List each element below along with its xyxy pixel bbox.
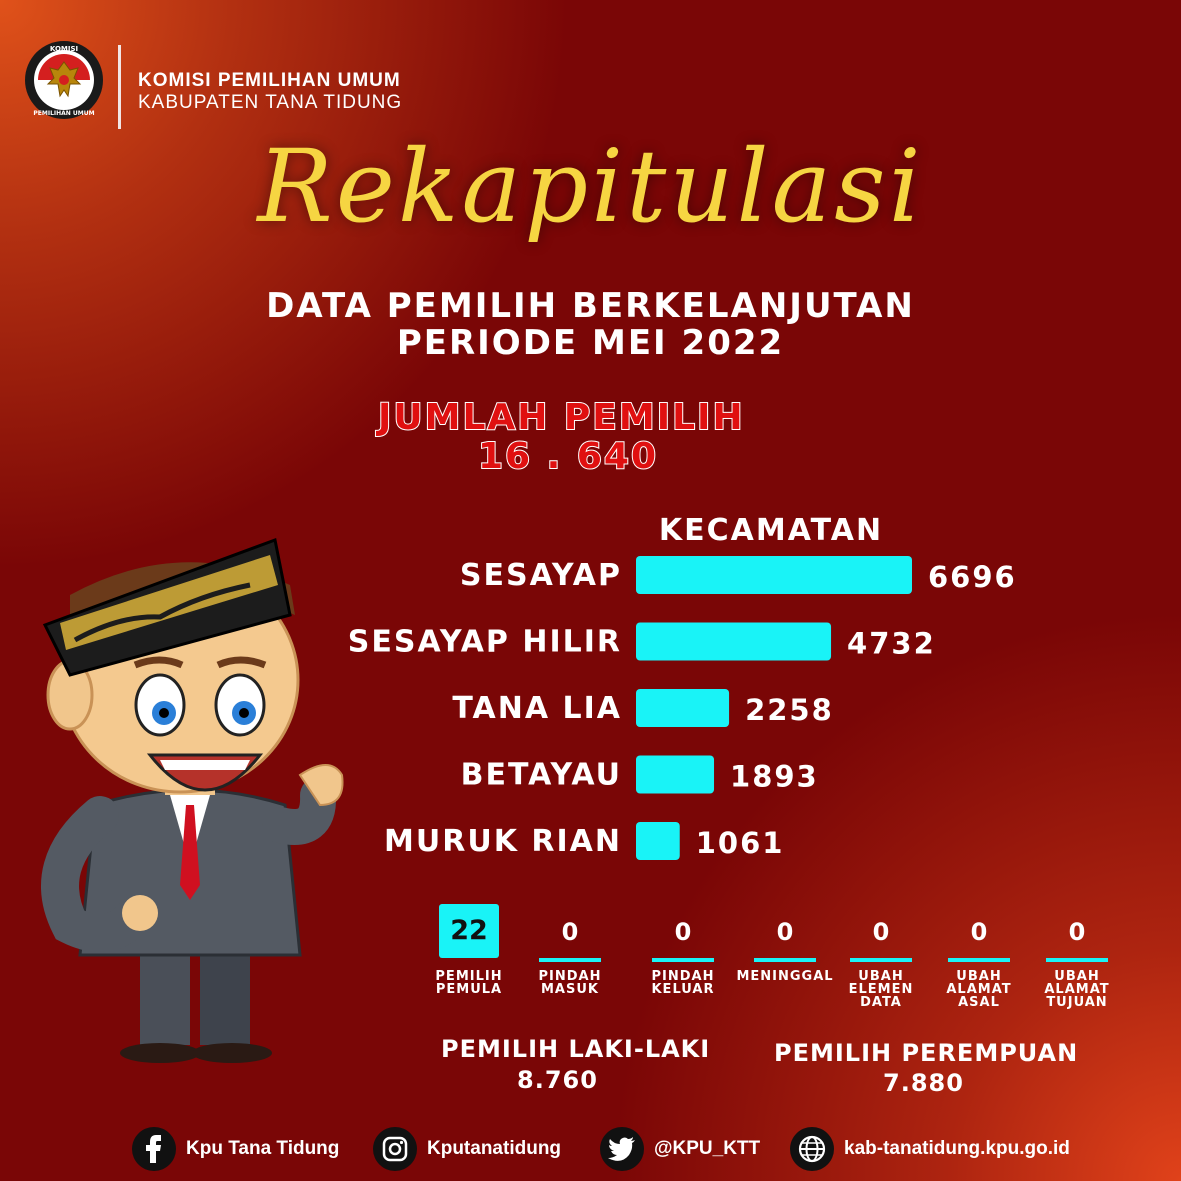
instagram-icon <box>373 1127 417 1171</box>
facebook-icon <box>132 1127 176 1171</box>
bar-value-label: 6696 <box>928 560 1017 594</box>
bar-value-label: 4732 <box>847 627 936 661</box>
male-voters-label: PEMILIH LAKI-LAKI <box>441 1035 711 1063</box>
footer-instagram[interactable]: Kputanatidung <box>373 1126 561 1172</box>
stat-label: MENINGGAL <box>736 969 834 984</box>
stat-label: PINDAH KELUAR <box>651 969 715 997</box>
globe-icon <box>790 1127 834 1171</box>
subtitle-line2: PERIODE MEI 2022 <box>396 323 785 363</box>
org-name-line1: KOMISI PEMILIHAN UMUM <box>138 70 401 91</box>
mascot-illustration <box>41 537 344 1063</box>
stat-label: UBAH ELEMEN DATA <box>848 969 914 1010</box>
total-voters-value: 16 . 640 <box>477 435 658 478</box>
stat-label: UBAH ALAMAT ASAL <box>946 969 1012 1010</box>
total-voters-label: JUMLAH PEMILIH <box>377 396 745 439</box>
stat-value: 0 <box>674 918 692 946</box>
female-voters-label: PEMILIH PEREMPUAN <box>774 1039 1079 1067</box>
bar-category-label: MURUK RIAN <box>384 824 622 859</box>
stat-value: 0 <box>776 918 794 946</box>
stat-underline <box>539 958 601 962</box>
stat-value: 0 <box>561 918 579 946</box>
stat-label: UBAH ALAMAT TUJUAN <box>1044 969 1110 1010</box>
bar-value-label: 1061 <box>696 826 785 860</box>
org-name-line2: KABUPATEN TANA TIDUNG <box>138 92 403 113</box>
kpu-logo: KOMISI PEMILIHAN UMUM <box>25 41 103 119</box>
footer-facebook[interactable]: Kpu Tana Tidung <box>132 1126 339 1172</box>
female-voters-value: 7.880 <box>883 1069 964 1097</box>
bar-value-label: 2258 <box>745 693 834 727</box>
stat-value: 0 <box>1068 918 1086 946</box>
stat-underline <box>652 958 714 962</box>
bar-category-label: BETAYAU <box>461 758 622 793</box>
footer-twitter[interactable]: @KPU_KTT <box>600 1126 760 1172</box>
twitter-icon <box>600 1127 644 1171</box>
bar <box>636 622 832 661</box>
footer-instagram-text: Kputanatidung <box>427 1138 562 1159</box>
bars-group: SESAYAP 6696 SESAYAP HILIR 4732 TANA LIA 2258… <box>348 556 1017 860</box>
stat-value: 22 <box>439 904 499 958</box>
bar <box>636 755 715 794</box>
logo-top-text: KOMISI <box>50 45 78 53</box>
bar-category-label: TANA LIA <box>452 691 622 726</box>
footer-website[interactable]: kab-tanatidung.kpu.go.id <box>790 1126 1070 1172</box>
bar-category-label: SESAYAP HILIR <box>348 625 622 660</box>
header-divider <box>118 45 121 129</box>
stat-value: 0 <box>872 918 890 946</box>
footer-website-text: kab-tanatidung.kpu.go.id <box>844 1138 1070 1159</box>
bar <box>636 822 680 860</box>
bar-category-label: SESAYAP <box>460 558 622 593</box>
male-voters-value: 8.760 <box>517 1066 598 1094</box>
stat-underline <box>1046 958 1108 962</box>
stat-value: 0 <box>970 918 988 946</box>
subtitle-line1: DATA PEMILIH BERKELANJUTAN <box>266 286 915 326</box>
chart-title: KECAMATAN <box>659 513 883 548</box>
bar <box>636 556 912 594</box>
bar-value-label: 1893 <box>730 760 819 794</box>
footer-facebook-text: Kpu Tana Tidung <box>186 1138 340 1159</box>
bar <box>636 689 730 727</box>
stat-label: PINDAH MASUK <box>538 969 602 997</box>
stat-underline <box>850 958 912 962</box>
footer-twitter-text: @KPU_KTT <box>654 1138 761 1159</box>
page-title: Rekapitulasi <box>257 128 924 245</box>
stat-underline <box>754 958 816 962</box>
stat-label: PEMILIH PEMULA <box>435 969 503 997</box>
stat-underline <box>948 958 1010 962</box>
logo-bottom-text: PEMILIHAN UMUM <box>33 110 94 117</box>
